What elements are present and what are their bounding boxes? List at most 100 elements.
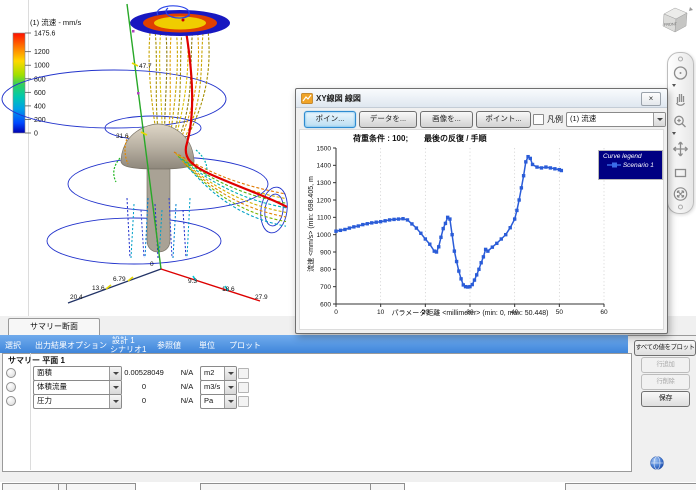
chevron-down-icon[interactable]	[109, 367, 121, 380]
save-image-button[interactable]: 画像を...	[420, 111, 473, 128]
view-cube-face-label: FRONT	[664, 22, 678, 27]
unit-dropdown[interactable]: m2	[200, 366, 237, 381]
reference-value: N/A	[180, 368, 194, 377]
bottom-clipped-control[interactable]	[200, 483, 405, 490]
svg-text:1200: 1200	[34, 49, 50, 56]
save-data-button[interactable]: データを...	[359, 111, 417, 128]
chevron-down-icon[interactable]	[224, 395, 236, 408]
bottom-clipped-control[interactable]	[2, 483, 136, 490]
3d-viewport[interactable]: (1) 流速 - mm/s 1475.612001000800600400200…	[0, 0, 696, 318]
unit-value: m2	[204, 368, 215, 377]
load-case-info: 荷重条件 : 100;	[353, 134, 409, 143]
unit-value: Pa	[204, 396, 214, 405]
bottom-clipped-control[interactable]	[565, 483, 696, 490]
chevron-down-icon[interactable]	[109, 381, 121, 394]
chevron-down-icon[interactable]	[109, 395, 121, 408]
axis-label-y1: 47.7	[139, 63, 152, 70]
summary-panel: サマリー断面 選択 出力結果オプション 設計 1 シナリオ1 参照値 単位 プロ…	[0, 316, 696, 482]
plot-checkbox[interactable]	[238, 368, 249, 379]
valve-body	[120, 123, 195, 253]
row-select-radio[interactable]	[6, 368, 16, 378]
svg-text:800: 800	[34, 76, 46, 83]
result-value: 0	[141, 382, 147, 391]
col-design: 設計 1	[112, 336, 135, 345]
colorbar-title: (1) 流速 - mm/s	[30, 17, 81, 27]
colorbar-gradient	[12, 32, 26, 134]
view-cube-corner-arrow-icon[interactable]	[689, 7, 693, 11]
xy-plot-dialog: XY線図 線図 × ポイン... データを... 画像を... ポイント... …	[295, 88, 668, 334]
help-globe-icon[interactable]	[649, 455, 665, 471]
unit-dropdown[interactable]: Pa	[200, 394, 237, 409]
row-select-radio[interactable]	[6, 396, 16, 406]
axis-label-z2: 13.6	[92, 285, 105, 292]
dome-flow-arcs	[113, 135, 208, 183]
save-points-button[interactable]: ポイン...	[304, 111, 356, 128]
svg-text:1475.6: 1475.6	[34, 31, 56, 38]
delete-row-button[interactable]: 行削除	[641, 374, 690, 390]
chevron-down-icon[interactable]	[224, 381, 236, 394]
legend-checkbox[interactable]	[533, 114, 544, 125]
curve-legend: Curve legend Scenario 1	[598, 150, 663, 180]
fit-view-tool-icon[interactable]	[673, 187, 688, 201]
chart-y-axis-label: 流速 <mm/s> (min: 698.405, m	[308, 176, 315, 272]
chart-x-axis-label: パラメータ距離 <millimeter> (min: 0, max: 50.44…	[391, 310, 549, 317]
plot-checkbox[interactable]	[238, 396, 249, 407]
zoom-flyout-caret-icon[interactable]	[672, 132, 676, 135]
add-row-button[interactable]: 行追加	[641, 357, 690, 373]
result-option-dropdown[interactable]: 圧力	[33, 394, 122, 409]
axis-label-x1: 9.3	[188, 278, 197, 285]
unit-dropdown[interactable]: m3/s	[200, 380, 237, 395]
under-valve-streamlines	[126, 197, 191, 259]
color-legend: (1) 流速 - mm/s 1475.612001000800600400200…	[12, 17, 81, 138]
view-cube[interactable]: FRONT	[654, 3, 694, 39]
svg-text:0: 0	[34, 131, 38, 138]
unit-value: m3/s	[204, 382, 221, 391]
chevron-down-icon[interactable]	[653, 113, 665, 126]
move-tool-icon[interactable]	[673, 141, 688, 157]
save-button[interactable]: 保存	[641, 391, 690, 407]
tab-summary-section[interactable]: サマリー断面	[8, 318, 100, 336]
result-option-value: 面積	[37, 368, 52, 377]
zoom-window-tool-icon[interactable]	[674, 168, 687, 178]
max-velocity-streamline	[184, 30, 288, 208]
dialog-titlebar[interactable]: XY線図 線図 ×	[296, 89, 667, 108]
pan-tool-icon[interactable]	[675, 94, 686, 106]
toolbar-handle-bottom-icon[interactable]	[678, 204, 683, 210]
xy-plot-icon	[301, 93, 313, 104]
result-option-dropdown[interactable]: 体積流量	[33, 380, 122, 395]
result-option-dropdown[interactable]: 面積	[33, 366, 122, 381]
result-option-value: 圧力	[37, 396, 52, 405]
legend-series-name: Scenario 1	[622, 162, 654, 169]
result-value: 0	[141, 396, 147, 405]
result-value: 0.00528049	[124, 368, 164, 377]
axis-label-origin: 0	[150, 261, 154, 268]
orbit-flyout-caret-icon[interactable]	[672, 84, 676, 87]
svg-text:1000: 1000	[34, 63, 50, 70]
close-icon[interactable]: ×	[641, 92, 661, 106]
axis-label-z3: 20.4	[70, 294, 83, 301]
axes-triad: 47.7 31.6 0 9.3 18.6 27.9 6.79 13.6 20.4	[67, 3, 268, 304]
legend-checkbox-label: 凡例	[547, 115, 563, 124]
dialog-title: XY線図 線図	[316, 94, 361, 103]
view-navigation-toolbar	[667, 52, 694, 214]
reference-value: N/A	[180, 382, 194, 391]
toolbar-handle-icon[interactable]	[678, 56, 683, 62]
legend-marker-icon	[607, 162, 621, 168]
col-select: 選択	[5, 341, 21, 350]
axis-label-y2: 31.6	[116, 133, 129, 140]
orbit-tool-icon[interactable]	[673, 66, 688, 80]
inlet-disk	[130, 5, 230, 36]
table-divider	[30, 353, 31, 470]
axis-label-x2: 18.6	[222, 286, 235, 293]
iteration-info: 最後の反復 / 手順	[424, 134, 487, 143]
zoom-tool-icon[interactable]	[674, 115, 686, 128]
plot-checkbox[interactable]	[238, 382, 249, 393]
row-select-radio[interactable]	[6, 382, 16, 392]
load-points-button[interactable]: ポイント...	[476, 111, 531, 128]
axis-label-z1: 6.79	[113, 276, 126, 283]
plot-all-values-button[interactable]: すべての値をプロット	[634, 340, 696, 356]
chevron-down-icon[interactable]	[224, 367, 236, 380]
series-dropdown[interactable]: (1) 流速	[566, 112, 666, 127]
